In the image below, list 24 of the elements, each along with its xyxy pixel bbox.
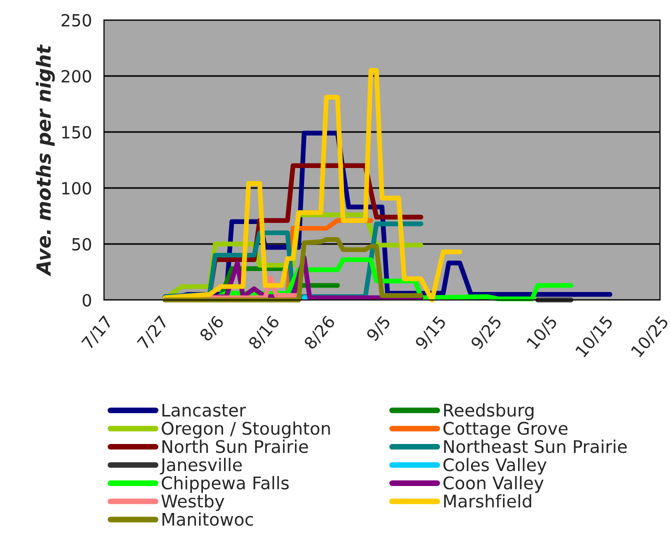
y-tick-label: 0: [82, 294, 92, 307]
legend-label: Westby: [161, 494, 224, 512]
legend-label: Oregon / Stoughton: [162, 421, 330, 438]
y-tick-label: 250: [62, 14, 92, 27]
y-tick-label: 150: [62, 126, 92, 139]
line-series: [162, 68, 462, 302]
y-tick-label: 50: [72, 238, 92, 251]
legend-label: Cottage Grove: [443, 422, 568, 438]
legend-label: Lancaster: [162, 404, 246, 417]
legend-label: Reedsburg: [444, 403, 534, 420]
x-tick-label: 8/6: [198, 314, 226, 343]
legend-label: Manitowoc: [162, 512, 253, 526]
y-tick-label: 100: [62, 182, 92, 195]
y-tick-label: 200: [62, 70, 92, 83]
legend-label: Northeast Sun Prairie: [444, 440, 627, 454]
legend-label: Coles Valley: [443, 458, 547, 475]
legend-label: North Sun Prairie: [162, 440, 308, 454]
legend-label: Chippewa Falls: [162, 476, 289, 493]
line-series: [162, 237, 424, 302]
legend-label: Marshfield: [444, 494, 532, 508]
legend-label: Coon Valley: [443, 476, 544, 493]
legend-label: Janesville: [160, 458, 242, 475]
y-axis-title: Ave. moths per night: [36, 44, 55, 276]
x-tick-label: 9/5: [366, 315, 392, 343]
